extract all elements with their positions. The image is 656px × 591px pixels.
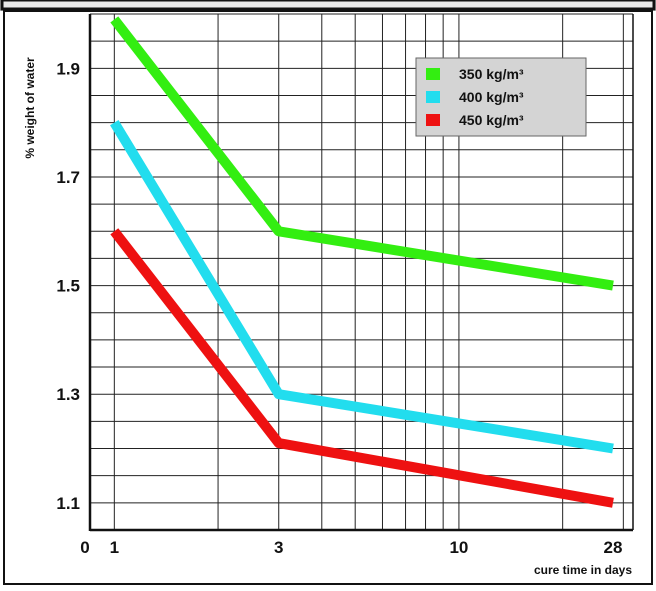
- legend-swatch: [426, 91, 440, 103]
- x-tick-labels: 0 1 3 10 28: [80, 538, 622, 557]
- top-strip-border: [0, 0, 656, 11]
- y-tick-labels: 1.1 1.3 1.5 1.7 1.9: [56, 59, 80, 513]
- legend: 350 kg/m³ 400 kg/m³ 450 kg/m³: [415, 57, 587, 137]
- legend-label: 350 kg/m³: [459, 66, 524, 82]
- legend-label: 400 kg/m³: [459, 89, 524, 105]
- y-tick-label: 1.9: [56, 59, 80, 78]
- series-group: [110, 16, 614, 508]
- x-tick-label: 1: [110, 538, 119, 557]
- axes: [88, 14, 634, 532]
- legend-swatch: [426, 68, 440, 80]
- x-tick-label: 28: [604, 538, 623, 557]
- legend-swatch: [426, 114, 440, 126]
- x-tick-label: 0: [80, 538, 89, 557]
- legend-label: 450 kg/m³: [459, 112, 524, 128]
- y-axis-label: % weight of water: [23, 57, 37, 159]
- y-tick-label: 1.5: [56, 277, 80, 296]
- y-tick-label: 1.1: [56, 494, 80, 513]
- y-tick-label: 1.7: [56, 168, 80, 187]
- x-tick-label: 10: [449, 538, 468, 557]
- x-axis-label: cure time in days: [534, 563, 632, 577]
- series-line-2: [110, 120, 614, 454]
- x-tick-label: 3: [274, 538, 283, 557]
- series-line-3: [110, 228, 614, 508]
- y-tick-label: 1.3: [56, 385, 80, 404]
- series-line-1: [110, 16, 614, 291]
- legend-box: [415, 57, 587, 137]
